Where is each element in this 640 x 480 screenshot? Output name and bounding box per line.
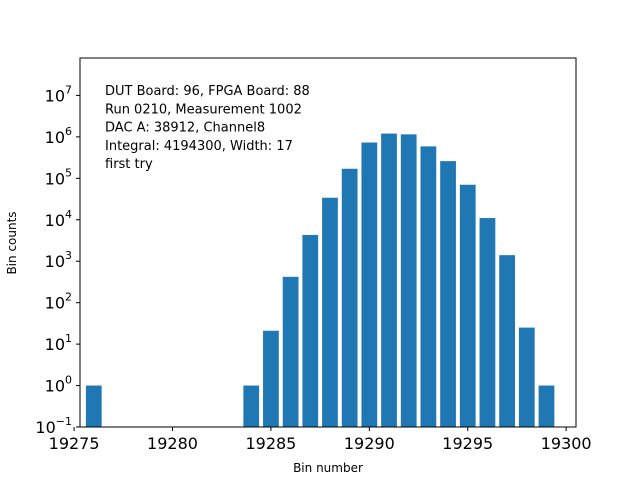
x-tick-label: 19285 [245,434,296,453]
annotation-line: first try [105,157,153,172]
bar-19284 [243,385,260,427]
annotation-line: Integral: 4194300, Width: 17 [105,139,293,154]
bar-19295 [459,184,476,427]
x-tick-label: 19295 [442,434,493,453]
x-tick-label: 19280 [147,434,198,453]
bar-19290 [361,142,378,428]
x-tick-label: 19300 [541,434,592,453]
bar-19292 [400,134,417,428]
annotation-block: DUT Board: 96, FPGA Board: 88 Run 0210, M… [105,84,310,172]
x-tick-label: 19275 [49,434,100,453]
bar-19276 [85,385,102,427]
bar-19286 [282,276,299,427]
plot-frame [79,57,577,428]
y-tick-label: 106 [45,125,72,147]
y-tick-label: 104 [45,208,72,230]
bar-19288 [322,197,338,427]
y-axis-label: Bin counts [5,211,19,274]
bars-group [85,133,555,428]
bar-19296 [479,218,496,427]
bar-19285 [263,330,279,427]
annotation-line: Run 0210, Measurement 1002 [105,102,302,117]
bar-19294 [440,161,456,427]
annotation-line: DUT Board: 96, FPGA Board: 88 [105,84,310,99]
y-ticks-group: 10−1 100 101 102 103 104 105 106 107 [35,83,80,437]
bar-19298 [518,327,535,427]
y-tick-label: 101 [45,332,72,354]
y-tick-label: 102 [45,291,72,313]
bar-19293 [420,146,437,427]
bar-19299 [538,385,555,427]
bar-19291 [381,133,397,427]
x-axis-label: Bin number [293,461,363,475]
annotation-line: DAC A: 38912, Channel8 [105,121,265,136]
x-tick-label: 19290 [344,434,395,453]
x-ticks-group: 19275 19280 19285 19290 19295 19300 [49,427,592,453]
y-tick-label: 10−1 [35,415,72,437]
bar-19289 [341,168,358,427]
bar-19287 [302,234,319,427]
bar-19297 [499,255,515,427]
y-tick-label: 107 [45,83,72,105]
y-tick-label: 103 [45,249,72,271]
y-tick-label: 105 [45,166,72,188]
y-tick-label: 100 [45,374,72,396]
